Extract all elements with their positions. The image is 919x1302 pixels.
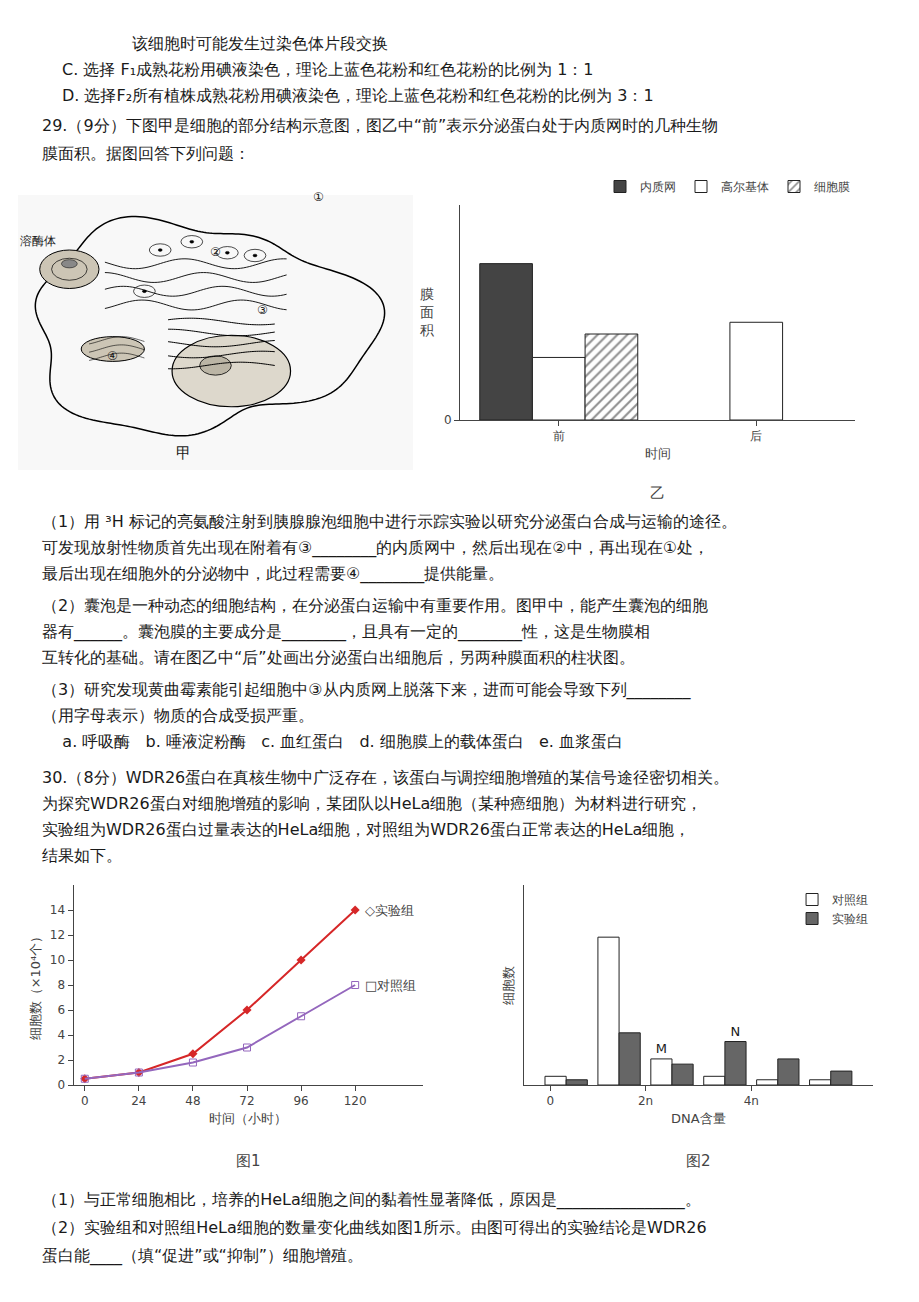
- svg-text:膜面积: 膜面积: [420, 286, 434, 338]
- svg-text:8: 8: [57, 978, 65, 992]
- svg-text:◇实验组: ◇实验组: [365, 903, 414, 918]
- svg-text:（2）实验组和对照组HeLa细胞的数量变化曲线如图1所示。由: （2）实验组和对照组HeLa细胞的数量变化曲线如图1所示。由图可得出的实验结论是…: [42, 1218, 707, 1237]
- svg-text:后: 后: [750, 429, 762, 443]
- svg-text:实验组为WDR26蛋白过量表达的HeLa细胞，对照组为WDR: 实验组为WDR26蛋白过量表达的HeLa细胞，对照组为WDR26蛋白正常表达的H…: [42, 820, 690, 839]
- svg-text:最后出现在细胞外的分泌物中，此过程需要④________提供: 最后出现在细胞外的分泌物中，此过程需要④________提供能量。: [42, 564, 504, 584]
- svg-text:细胞膜: 细胞膜: [814, 180, 850, 194]
- svg-text:2: 2: [57, 1053, 65, 1067]
- svg-text:可发现放射性物质首先出现在附着有③________的内质网中: 可发现放射性物质首先出现在附着有③________的内质网中，然后出现在②中，再…: [42, 538, 709, 558]
- svg-text:前: 前: [553, 429, 565, 443]
- svg-text:DNA含量: DNA含量: [671, 1111, 726, 1126]
- svg-text:溶酶体: 溶酶体: [20, 234, 56, 248]
- svg-text:□对照组: □对照组: [365, 978, 416, 993]
- svg-text:图2: 图2: [686, 1152, 711, 1170]
- svg-text:时间（小时）: 时间（小时）: [209, 1111, 287, 1126]
- svg-text:蛋白能____（填“促进”或“抑制”）细胞增殖。: 蛋白能____（填“促进”或“抑制”）细胞增殖。: [42, 1246, 363, 1266]
- svg-text:4n: 4n: [744, 1094, 759, 1108]
- svg-text:甲: 甲: [176, 444, 191, 462]
- svg-text:0: 0: [81, 1094, 89, 1108]
- svg-text:48: 48: [185, 1094, 200, 1108]
- svg-text:6: 6: [57, 1003, 65, 1017]
- svg-text:（用字母表示）物质的合成受损严重。: （用字母表示）物质的合成受损严重。: [42, 706, 314, 725]
- svg-text:24: 24: [131, 1094, 146, 1108]
- svg-text:（1）用 ³H 标记的亮氨酸注射到胰腺腺泡细胞中进行示踪实验: （1）用 ³H 标记的亮氨酸注射到胰腺腺泡细胞中进行示踪实验以研究分泌蛋白合成与…: [42, 512, 737, 531]
- svg-text:14: 14: [50, 903, 65, 917]
- svg-text:0: 0: [546, 1094, 554, 1108]
- svg-text:M: M: [656, 1041, 667, 1056]
- svg-text:膜面积。据图回答下列问题：: 膜面积。据图回答下列问题：: [42, 144, 250, 163]
- svg-text:高尔基体: 高尔基体: [721, 180, 769, 194]
- svg-text:实验组: 实验组: [832, 912, 868, 926]
- svg-text:10: 10: [50, 953, 65, 967]
- svg-text:96: 96: [293, 1094, 308, 1108]
- svg-text:乙: 乙: [650, 484, 665, 502]
- svg-text:D. 选择F₂所有植株成熟花粉用碘液染色，理论上蓝色花粉和红: D. 选择F₂所有植株成熟花粉用碘液染色，理论上蓝色花粉和红色花粉的比例为 3：…: [62, 86, 654, 105]
- svg-text:为探究WDR26蛋白对细胞增殖的影响，某团队以HeLa细胞（: 为探究WDR26蛋白对细胞增殖的影响，某团队以HeLa细胞（某种癌细胞）为材料进…: [42, 794, 702, 813]
- svg-text:对照组: 对照组: [832, 893, 868, 907]
- svg-text:72: 72: [239, 1094, 254, 1108]
- svg-text:120: 120: [344, 1094, 367, 1108]
- svg-text:12: 12: [50, 928, 65, 942]
- svg-text:④: ④: [107, 349, 118, 363]
- svg-text:细胞数（×10⁴个）: 细胞数（×10⁴个）: [28, 930, 43, 1041]
- svg-text:2n: 2n: [638, 1094, 653, 1108]
- svg-text:C. 选择 F₁成熟花粉用碘液染色，理论上蓝色花粉和红色花粉: C. 选择 F₁成熟花粉用碘液染色，理论上蓝色花粉和红色花粉的比例为 1：1: [62, 60, 594, 79]
- svg-text:结果如下。: 结果如下。: [42, 846, 122, 865]
- svg-text:时间: 时间: [645, 446, 671, 461]
- svg-text:（1）与正常细胞相比，培养的HeLa细胞之间的黏着性显著降低: （1）与正常细胞相比，培养的HeLa细胞之间的黏着性显著降低，原因是______…: [42, 1190, 701, 1210]
- svg-text:（2）囊泡是一种动态的细胞结构，在分泌蛋白运输中有重要作用。: （2）囊泡是一种动态的细胞结构，在分泌蛋白运输中有重要作用。图甲中，能产生囊泡的…: [42, 596, 708, 615]
- svg-text:30.（8分）WDR26蛋白在真核生物中广泛存在，该蛋白与调: 30.（8分）WDR26蛋白在真核生物中广泛存在，该蛋白与调控细胞增殖的某信号途…: [42, 768, 729, 787]
- svg-text:内质网: 内质网: [640, 180, 676, 194]
- svg-text:a. 呼吸酶 b. 唾液淀粉酶 c. 血红蛋白: a. 呼吸酶 b. 唾液淀粉酶 c. 血红蛋白 d. 细胞膜上的载体蛋白 e. …: [42, 732, 623, 751]
- svg-text:N: N: [731, 1024, 741, 1039]
- svg-text:（3）研究发现黄曲霉素能引起细胞中③从内质网上脱落下来，进而: （3）研究发现黄曲霉素能引起细胞中③从内质网上脱落下来，进而可能会导致下列___…: [42, 680, 692, 700]
- svg-text:①: ①: [313, 190, 324, 204]
- svg-text:器有______。囊泡膜的主要成分是________，且具有: 器有______。囊泡膜的主要成分是________，且具有一定的_______…: [42, 622, 650, 642]
- svg-text:互转化的基础。请在图乙中“后”处画出分泌蛋白出细胞后，另两种: 互转化的基础。请在图乙中“后”处画出分泌蛋白出细胞后，另两种膜面积的柱状图。: [42, 648, 635, 667]
- svg-text:29.（9分）下图甲是细胞的部分结构示意图，图乙中“前”表示: 29.（9分）下图甲是细胞的部分结构示意图，图乙中“前”表示分泌蛋白处于内质网时…: [42, 116, 718, 135]
- svg-text:该细胞时可能发生过染色体片段交换: 该细胞时可能发生过染色体片段交换: [132, 34, 388, 53]
- svg-text:②: ②: [210, 245, 221, 259]
- svg-text:4: 4: [57, 1028, 65, 1042]
- svg-text:图1: 图1: [236, 1152, 261, 1170]
- svg-text:0: 0: [57, 1078, 65, 1092]
- svg-text:0: 0: [444, 413, 452, 427]
- svg-text:细胞数: 细胞数: [501, 966, 516, 1005]
- svg-text:③: ③: [257, 303, 268, 317]
